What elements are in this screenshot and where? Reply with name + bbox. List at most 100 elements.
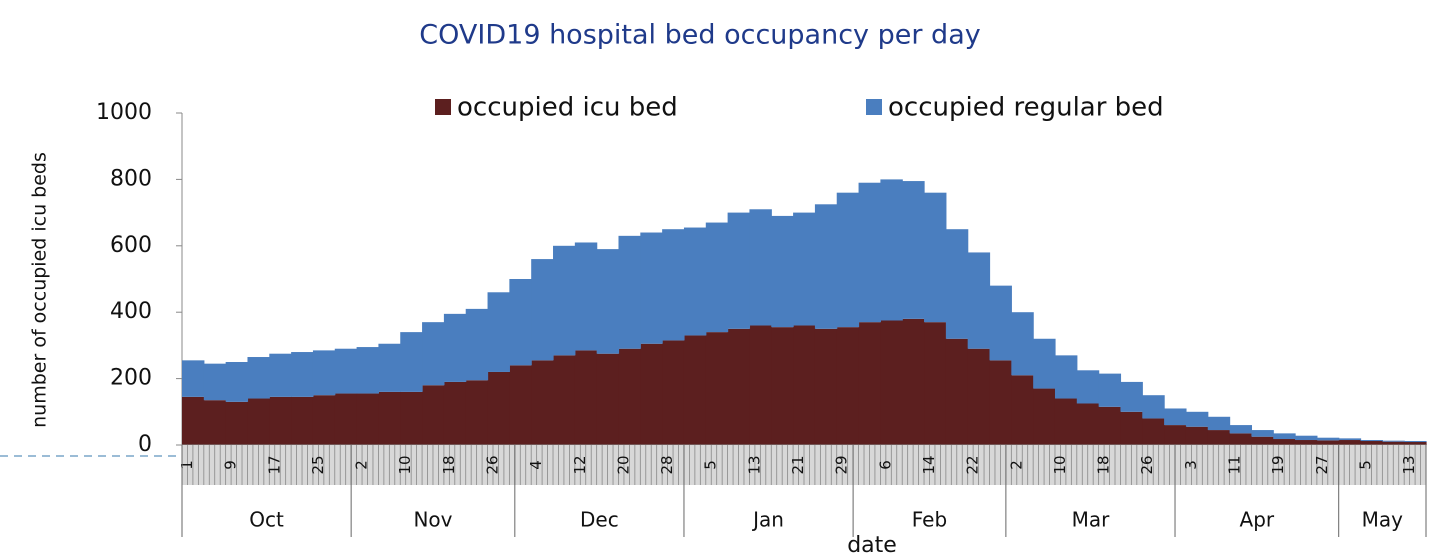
bar-segment	[618, 348, 641, 445]
bar-segment	[422, 322, 445, 386]
bar-segment	[182, 360, 205, 397]
bar-segment	[487, 371, 510, 445]
bar-segment	[967, 348, 991, 445]
x-tick-label: 6	[876, 460, 894, 470]
chart-title: COVID19 hospital bed occupancy per day	[419, 20, 980, 51]
x-tick-label: 18	[440, 455, 458, 474]
bar-segment	[509, 365, 532, 445]
legend-swatch	[866, 99, 882, 115]
bar-segment	[662, 229, 685, 341]
x-tick-label: 29	[833, 455, 851, 474]
bar-segment	[225, 362, 249, 402]
bar-segment	[1404, 441, 1427, 443]
month-label: Mar	[1072, 508, 1111, 532]
bar-segment	[400, 332, 423, 392]
bar-segment	[553, 245, 576, 356]
bar-segment	[814, 204, 838, 329]
bar-segment	[1207, 416, 1231, 431]
x-tick-label: 25	[309, 455, 327, 474]
bar-segment	[1382, 440, 1405, 442]
bar-segment	[225, 401, 249, 445]
bar-segment	[291, 352, 314, 397]
bar-segment	[749, 325, 772, 445]
bar-segment	[945, 229, 969, 339]
bar-segment	[1076, 403, 1100, 445]
bar-segment	[727, 328, 751, 445]
bar-segment	[465, 380, 489, 445]
y-tick-label: 800	[110, 166, 152, 191]
bar-segment	[1251, 436, 1274, 445]
bar-segment	[1338, 440, 1362, 445]
bar-segment	[1054, 398, 1078, 445]
bar-segment	[1098, 406, 1122, 445]
bar-segment	[443, 381, 467, 445]
month-label: May	[1362, 508, 1404, 532]
bar-segment	[989, 285, 1012, 361]
bar-segment	[1316, 437, 1340, 441]
bar-segment	[771, 327, 794, 445]
bar-segment	[902, 318, 925, 445]
bar-segment	[378, 391, 401, 445]
bar-segment	[705, 222, 729, 333]
x-tick-label: 12	[571, 455, 589, 474]
month-label: Apr	[1240, 508, 1275, 532]
x-tick-label: 14	[920, 455, 938, 474]
bar-segment	[924, 192, 947, 323]
bar-segment	[1142, 395, 1165, 419]
bar-segment	[596, 353, 620, 445]
bar-segment	[1164, 425, 1187, 445]
bar-segment	[574, 350, 598, 445]
bar-segment	[880, 320, 903, 445]
bar-segment	[553, 355, 576, 445]
x-tick-label: 1	[178, 460, 196, 470]
legend-swatch	[435, 99, 451, 115]
bar-segment	[727, 212, 751, 329]
bar-segment	[400, 391, 423, 445]
bar-segment	[1316, 440, 1340, 445]
bar-segment	[814, 328, 838, 445]
bar-segment	[793, 212, 816, 326]
legend-label: occupied regular bed	[888, 93, 1164, 123]
bar-segment	[858, 322, 881, 445]
bar-segment	[531, 259, 554, 361]
bar-segment	[531, 360, 554, 445]
bar-segment	[1273, 439, 1296, 445]
x-tick-label: 21	[789, 455, 807, 474]
bar-segment	[1229, 425, 1253, 434]
bar-segment	[574, 242, 598, 351]
bar-segment	[1076, 370, 1100, 404]
bar-segment	[1207, 430, 1231, 445]
bar-segment	[1120, 381, 1143, 412]
x-tick-label: 9	[222, 460, 240, 470]
month-label: Oct	[249, 508, 284, 532]
bar-segment	[443, 313, 467, 382]
bar-segment	[793, 325, 816, 445]
bar-segment	[1251, 430, 1274, 437]
bar-segment	[269, 396, 292, 445]
bar-segment	[1033, 388, 1056, 445]
bar-segment	[1185, 426, 1209, 445]
bar-segment	[1273, 433, 1296, 440]
bar-segment	[312, 350, 336, 396]
bar-segment	[487, 292, 510, 372]
y-tick-label: 200	[110, 366, 152, 391]
bar-segment	[1404, 442, 1427, 445]
bar-segment	[836, 192, 860, 328]
month-label: Jan	[751, 508, 784, 532]
bar-segment	[334, 393, 358, 445]
bar-segment	[509, 279, 532, 366]
bar-segment	[640, 232, 663, 344]
bar-segment	[858, 182, 881, 323]
legend-label: occupied icu bed	[457, 93, 678, 123]
bar-segment	[1120, 411, 1143, 445]
y-tick-label: 400	[110, 299, 152, 324]
y-axis-title: number of occupied icu beds	[29, 152, 51, 428]
month-label: Nov	[413, 508, 452, 532]
y-tick-label: 1000	[96, 100, 152, 125]
x-tick-label: 26	[1138, 455, 1156, 474]
x-tick-label: 10	[1051, 455, 1069, 474]
bar-segment	[1098, 373, 1122, 407]
month-label: Dec	[580, 508, 619, 532]
bar-segment	[378, 343, 401, 392]
x-tick-label: 27	[1313, 455, 1331, 474]
